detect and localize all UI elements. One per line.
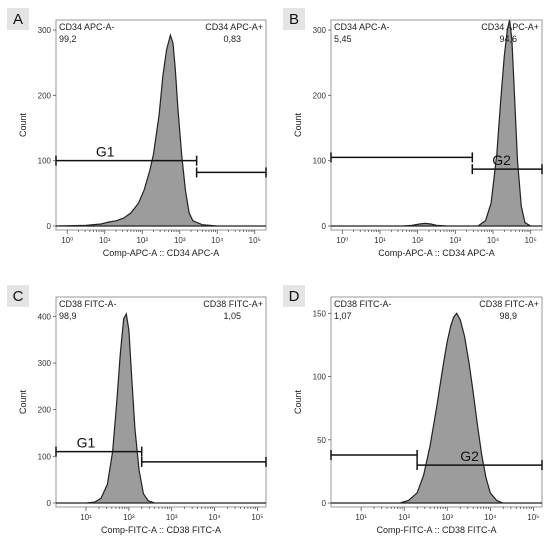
y-tick-label: 50 <box>317 436 326 445</box>
panel-letter-background <box>283 285 305 307</box>
gate-label: G2 <box>492 152 511 168</box>
histogram-area <box>331 20 542 227</box>
y-tick-label: 0 <box>47 499 52 508</box>
y-tick-label: 100 <box>313 157 327 166</box>
x-tick-label: 10² <box>398 513 410 522</box>
negative-population-percent: 5,45 <box>334 34 352 44</box>
y-tick-label: 300 <box>313 26 327 35</box>
y-tick-label: 300 <box>38 26 52 35</box>
negative-population-label: CD38 FITC-A- <box>334 299 392 309</box>
negative-population-label: CD34 APC-A- <box>59 22 115 32</box>
y-tick-label: 200 <box>38 91 52 100</box>
histogram-area <box>55 33 266 227</box>
x-tick-label: 10¹ <box>374 236 386 245</box>
y-tick-label: 100 <box>38 157 52 166</box>
panel-letter: B <box>289 11 299 28</box>
x-axis-label: Comp-APC-A :: CD34 APC-A <box>103 248 220 258</box>
x-tick-label: 10⁰ <box>61 236 73 245</box>
panel-letter: A <box>13 11 23 28</box>
x-tick-label: 10⁵ <box>251 513 263 522</box>
x-axis-label: Comp-FITC-A :: CD38 FITC-A <box>101 525 221 535</box>
x-tick-label: 10¹ <box>99 236 111 245</box>
positive-population-label: CD34 APC-A+ <box>481 22 539 32</box>
gate-label: G2 <box>460 448 479 464</box>
panel-letter: D <box>289 288 300 305</box>
panel-letter: C <box>13 288 24 305</box>
y-axis-label: Count <box>18 113 28 138</box>
x-tick-label: 10¹ <box>80 513 92 522</box>
x-tick-label: 10² <box>412 236 424 245</box>
x-tick-label: 10⁵ <box>527 513 539 522</box>
negative-population-label: CD34 APC-A- <box>334 22 390 32</box>
x-tick-label: 10⁴ <box>211 236 224 245</box>
negative-population-percent: 99,2 <box>59 34 77 44</box>
panel-c: C G1 CD38 FITC-A- 98,9 CD38 FITC-A+ 1,05 0 100 2… <box>7 285 267 535</box>
plot-frame <box>55 296 267 508</box>
y-tick-label: 100 <box>38 452 52 461</box>
x-tick-label: 10² <box>123 513 135 522</box>
panel-a: A G1 CD34 APC-A- 99,2 CD34 APC-A+ 0,83 0 100 200… <box>7 8 267 258</box>
y-tick-label: 150 <box>313 309 327 318</box>
x-tick-label: 10⁴ <box>487 236 500 245</box>
positive-population-percent: 94,6 <box>499 34 517 44</box>
x-tick-label: 10⁰ <box>336 236 348 245</box>
positive-population-percent: 1,05 <box>223 311 241 321</box>
y-axis-label: Count <box>18 390 28 415</box>
y-tick-label: 300 <box>38 359 52 368</box>
x-tick-label: 10³ <box>174 236 186 245</box>
x-tick-label: 10³ <box>166 513 178 522</box>
panel-letter-background <box>7 285 29 307</box>
panel-d: D G2 CD38 FITC-A- 1,07 CD38 FITC-A+ 98,9 0 50 10… <box>283 285 543 535</box>
positive-population-label: CD34 APC-A+ <box>205 22 263 32</box>
panel-letter-background <box>283 8 305 30</box>
x-tick-label: 10⁴ <box>484 513 497 522</box>
y-axis-label: Count <box>293 390 303 415</box>
gate-label: G1 <box>77 435 96 451</box>
y-axis-label: Count <box>293 113 303 138</box>
x-axis-label: Comp-APC-A :: CD34 APC-A <box>378 248 495 258</box>
negative-population-percent: 1,07 <box>334 311 352 321</box>
y-tick-label: 0 <box>322 499 327 508</box>
panel-letter-background <box>7 8 29 30</box>
y-tick-label: 100 <box>313 373 327 382</box>
y-tick-label: 200 <box>38 406 52 415</box>
positive-population-percent: 0,83 <box>223 34 241 44</box>
x-axis-label: Comp-FITC-A :: CD38 FITC-A <box>376 525 496 535</box>
y-tick-label: 400 <box>38 312 52 321</box>
x-tick-label: 10³ <box>450 236 462 245</box>
histogram-area <box>56 312 266 504</box>
positive-population-label: CD38 FITC-A+ <box>203 299 263 309</box>
x-tick-label: 10⁴ <box>208 513 221 522</box>
x-tick-label: 10⁵ <box>525 236 537 245</box>
panel-b: B G2 CD34 APC-A- 5,45 CD34 APC-A+ 94,6 0 100 200… <box>283 8 543 258</box>
y-tick-label: 200 <box>313 91 327 100</box>
x-tick-label: 10⁵ <box>249 236 261 245</box>
x-tick-label: 10³ <box>441 513 453 522</box>
x-tick-label: 10² <box>136 236 148 245</box>
x-tick-label: 10¹ <box>355 513 367 522</box>
y-tick-label: 0 <box>322 222 327 231</box>
positive-population-label: CD38 FITC-A+ <box>479 299 539 309</box>
negative-population-label: CD38 FITC-A- <box>59 299 117 309</box>
positive-population-percent: 98,9 <box>499 311 517 321</box>
y-tick-label: 0 <box>47 222 52 231</box>
negative-population-percent: 98,9 <box>59 311 77 321</box>
gate-label: G1 <box>96 144 115 160</box>
